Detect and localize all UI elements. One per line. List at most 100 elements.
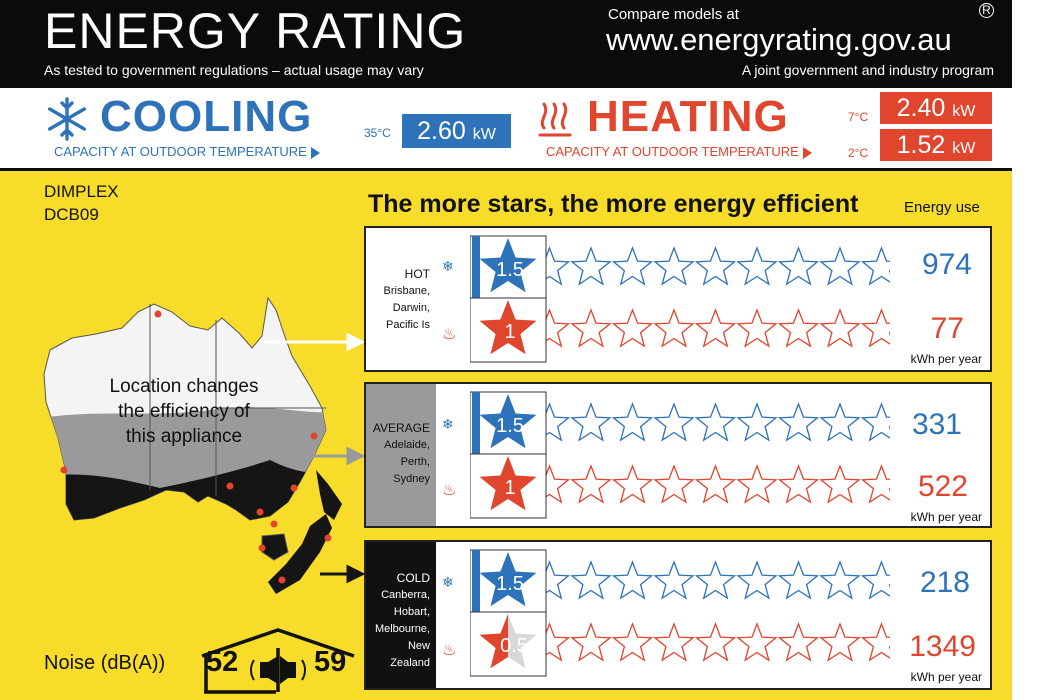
zone-panel-average: AVERAGE Adelaide, Perth, Sydney ❄ ♨ 1.5 1…	[364, 382, 992, 528]
heating-star-rating-value: 0.5	[500, 635, 528, 657]
heating-capacity-unit-2: kW	[952, 140, 976, 157]
heating-star-outline	[653, 622, 695, 662]
heating-star-rating-value: 1	[504, 321, 515, 343]
zone-name: COLD	[396, 571, 430, 585]
heating-energy-average: 522	[917, 470, 968, 503]
speaker-icon	[250, 656, 306, 684]
cooling-star-outline	[570, 560, 612, 600]
heating-star-outline	[860, 308, 890, 348]
zone-city: Darwin,	[392, 302, 430, 314]
label-subtitle: As tested to government regulations – ac…	[44, 62, 424, 78]
zone-city: Sydney	[393, 473, 430, 485]
heating-star-outline	[653, 308, 695, 348]
cooling-star-outline	[653, 560, 695, 600]
heating-star-outline	[819, 308, 861, 348]
cooling-star-outline	[694, 560, 737, 600]
cooling-star-outline	[611, 402, 654, 442]
kwh-label: kWh per year	[910, 670, 982, 684]
heating-subtitle-text: CAPACITY AT OUTDOOR TEMPERATURE	[546, 144, 799, 159]
cooling-star-filled	[479, 238, 537, 293]
cooling-star-outline	[736, 246, 778, 286]
cooling-temp: 35°C	[364, 126, 391, 140]
heating-star-outline	[736, 308, 778, 348]
zone-panel-hot: HOT Brisbane, Darwin, Pacific Is ❄ ♨ 1.5…	[364, 226, 992, 372]
zone-label-cold: COLD Canberra, Hobart, Melbourne, New Ze…	[366, 542, 436, 688]
heating-star-outline	[611, 622, 654, 662]
snowflake-icon	[48, 97, 86, 141]
snowflake-icon: ❄	[442, 416, 454, 432]
heating-star-outline	[694, 464, 737, 504]
noise-outdoor-value: 59	[314, 646, 347, 678]
map-caption-line-2: the efficiency of	[118, 401, 250, 422]
zone-panel-cold: COLD Canberra, Hobart, Melbourne, New Ze…	[364, 540, 992, 690]
cooling-star-rating-value: 1.5	[496, 573, 524, 595]
heating-capacity-unit-1: kW	[952, 103, 976, 120]
zone-city: Adelaide,	[384, 439, 430, 451]
heating-star-outline	[570, 622, 612, 662]
cooling-rating-bar	[472, 550, 480, 614]
cooling-star-outline	[860, 402, 890, 442]
kwh-label: kWh per year	[910, 510, 982, 524]
joint-program-text: A joint government and industry program	[741, 62, 994, 78]
energy-use-label: Energy use	[904, 199, 980, 216]
heating-star-outline	[611, 464, 654, 504]
cooling-star-outline	[777, 246, 820, 286]
cooling-capacity-unit: kW	[472, 126, 496, 143]
zone-city: Brisbane,	[383, 285, 430, 297]
capacity-band: COOLING CAPACITY AT OUTDOOR TEMPERATURE …	[0, 88, 1012, 171]
heating-energy-hot: 77	[930, 312, 964, 345]
zone-city: New Zealand	[390, 640, 430, 669]
heating-star-outline	[694, 308, 737, 348]
zone-label-hot: HOT Brisbane, Darwin, Pacific Is	[366, 228, 436, 370]
heating-capacity-box-2: 1.52 kW	[880, 129, 992, 161]
heating-capacity-box-1: 2.40 kW	[880, 92, 992, 124]
model-info: DIMPLEX DCB09	[44, 180, 119, 226]
heating-star-outline	[819, 622, 861, 662]
cooling-star-outline	[819, 560, 861, 600]
label-header: ENERGY RATING As tested to government re…	[0, 0, 1012, 88]
cooling-star-outline	[777, 402, 820, 442]
zone-pointer-arrows	[260, 332, 366, 584]
cooling-star-outline	[736, 560, 778, 600]
cooling-title: COOLING	[100, 92, 313, 141]
zone-city: Melbourne,	[374, 623, 430, 635]
snowflake-icon: ❄	[442, 258, 454, 274]
heating-star-outline	[860, 622, 890, 662]
cooling-star-outline	[777, 560, 820, 600]
zone-name: AVERAGE	[372, 421, 430, 435]
cooling-star-outline	[736, 402, 778, 442]
arrow-right-icon	[802, 146, 812, 159]
cooling-star-outline	[694, 402, 737, 442]
compare-text: Compare models at	[608, 6, 739, 23]
heating-star-outline	[777, 308, 820, 348]
heating-capacity-value-1: 2.40	[896, 94, 946, 122]
heating-star-outline	[611, 308, 654, 348]
cooling-star-outline	[611, 246, 654, 286]
snowflake-icon: ❄	[442, 574, 454, 590]
map-caption: Location changes the efficiency of this …	[84, 374, 284, 449]
heating-star-outline	[736, 622, 778, 662]
heating-capacity-value-2: 1.52	[896, 131, 946, 159]
cooling-star-filled	[479, 552, 537, 607]
registered-mark: R	[979, 3, 994, 18]
heating-subtitle: CAPACITY AT OUTDOOR TEMPERATURE	[546, 144, 812, 159]
heating-star-outline	[819, 464, 861, 504]
heating-energy-cold: 1349	[909, 630, 976, 663]
heating-temp-1: 7°C	[848, 110, 869, 124]
cooling-star-outline	[653, 402, 695, 442]
cooling-star-outline	[694, 246, 737, 286]
kwh-label: kWh per year	[910, 352, 982, 366]
zone-name: HOT	[404, 267, 430, 281]
zone-city: Canberra,	[381, 589, 430, 601]
heat-waves-icon: ♨	[442, 326, 456, 343]
cooling-rating-bar	[472, 392, 480, 456]
heating-star-rating-value: 1	[504, 477, 515, 499]
heating-star-outline	[570, 308, 612, 348]
cooling-star-outline	[819, 402, 861, 442]
heating-star-outline	[777, 464, 820, 504]
heating-temp-2: 2°C	[848, 146, 869, 160]
heating-star-outline	[653, 464, 695, 504]
noise-indoor-value: 52	[206, 646, 239, 678]
heat-waves-icon: ♨	[442, 642, 456, 659]
cooling-star-filled	[479, 394, 537, 449]
